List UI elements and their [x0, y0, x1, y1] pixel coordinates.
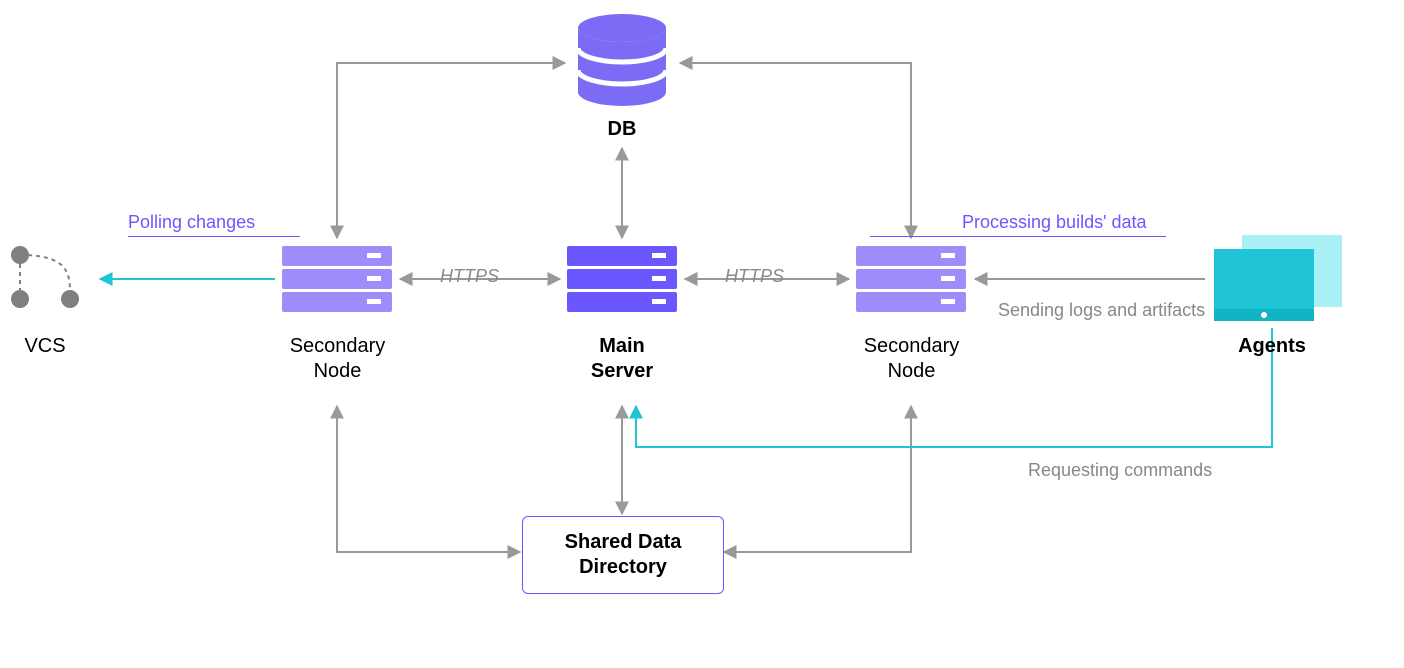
edge-sec-left-shared: [337, 406, 520, 552]
agents-label: Agents: [1222, 334, 1322, 359]
shared-data-box: Shared Data Directory: [522, 516, 724, 594]
db-icon: [578, 14, 666, 106]
secondary-left-icon: [282, 246, 392, 312]
main-server-icon: [567, 246, 677, 312]
https-left-annotation: HTTPS: [440, 265, 499, 288]
sending-annotation: Sending logs and artifacts: [998, 299, 1205, 322]
shared-data-label: Shared Data Directory: [523, 530, 723, 580]
secondary-left-label: Secondary Node: [260, 334, 415, 384]
edge-sec-left-db: [337, 63, 565, 238]
requesting-annotation: Requesting commands: [1028, 459, 1212, 482]
vcs-label: VCS: [10, 334, 80, 359]
db-label: DB: [602, 117, 642, 142]
https-right-annotation: HTTPS: [725, 265, 784, 288]
processing-underline: [870, 236, 1166, 237]
secondary-right-label: Secondary Node: [834, 334, 989, 384]
polling-annotation: Polling changes: [128, 211, 255, 234]
main-server-label: Main Server: [562, 334, 682, 384]
secondary-right-icon: [856, 246, 966, 312]
processing-annotation: Processing builds' data: [962, 211, 1147, 234]
polling-underline: [128, 236, 300, 237]
vcs-icon: [11, 246, 79, 308]
agents-icon: [1214, 235, 1342, 321]
edge-sec-right-shared: [724, 406, 911, 552]
edge-sec-right-db: [680, 63, 911, 238]
